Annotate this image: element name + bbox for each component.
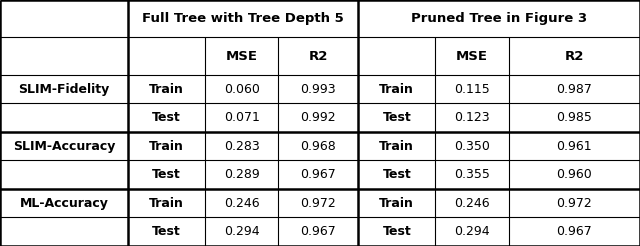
Text: Train: Train	[380, 197, 414, 210]
Text: 0.246: 0.246	[224, 197, 259, 210]
Text: Test: Test	[383, 225, 411, 238]
Text: 0.289: 0.289	[224, 168, 259, 181]
Text: Train: Train	[149, 140, 184, 153]
Text: 0.246: 0.246	[454, 197, 490, 210]
Text: MSE: MSE	[226, 50, 258, 62]
Text: Test: Test	[383, 111, 411, 124]
Text: 0.071: 0.071	[223, 111, 260, 124]
Text: 0.060: 0.060	[223, 83, 260, 95]
Text: Test: Test	[152, 225, 180, 238]
Text: 0.123: 0.123	[454, 111, 490, 124]
Text: 0.993: 0.993	[301, 83, 336, 95]
Text: Test: Test	[152, 111, 180, 124]
Text: Test: Test	[383, 168, 411, 181]
Text: 0.283: 0.283	[224, 140, 259, 153]
Text: 0.992: 0.992	[301, 111, 336, 124]
Text: 0.972: 0.972	[557, 197, 592, 210]
Text: SLIM-Fidelity: SLIM-Fidelity	[19, 83, 109, 95]
Text: 0.987: 0.987	[556, 83, 593, 95]
Text: SLIM-Accuracy: SLIM-Accuracy	[13, 140, 115, 153]
Text: Full Tree with Tree Depth 5: Full Tree with Tree Depth 5	[142, 12, 344, 25]
Text: Train: Train	[149, 83, 184, 95]
Text: Train: Train	[380, 140, 414, 153]
Text: Train: Train	[149, 197, 184, 210]
Text: Test: Test	[152, 168, 180, 181]
Text: 0.967: 0.967	[557, 225, 592, 238]
Text: 0.960: 0.960	[557, 168, 592, 181]
Text: 0.961: 0.961	[557, 140, 592, 153]
Text: 0.355: 0.355	[454, 168, 490, 181]
Text: R2: R2	[564, 50, 584, 62]
Text: ML-Accuracy: ML-Accuracy	[20, 197, 108, 210]
Text: 0.967: 0.967	[301, 225, 336, 238]
Text: Train: Train	[380, 83, 414, 95]
Text: R2: R2	[308, 50, 328, 62]
Text: MSE: MSE	[456, 50, 488, 62]
Text: 0.294: 0.294	[224, 225, 259, 238]
Text: Pruned Tree in Figure 3: Pruned Tree in Figure 3	[411, 12, 588, 25]
Text: 0.972: 0.972	[301, 197, 336, 210]
Text: 0.294: 0.294	[454, 225, 490, 238]
Text: 0.115: 0.115	[454, 83, 490, 95]
Text: 0.350: 0.350	[454, 140, 490, 153]
Text: 0.985: 0.985	[556, 111, 593, 124]
Text: 0.967: 0.967	[301, 168, 336, 181]
Text: 0.968: 0.968	[301, 140, 336, 153]
